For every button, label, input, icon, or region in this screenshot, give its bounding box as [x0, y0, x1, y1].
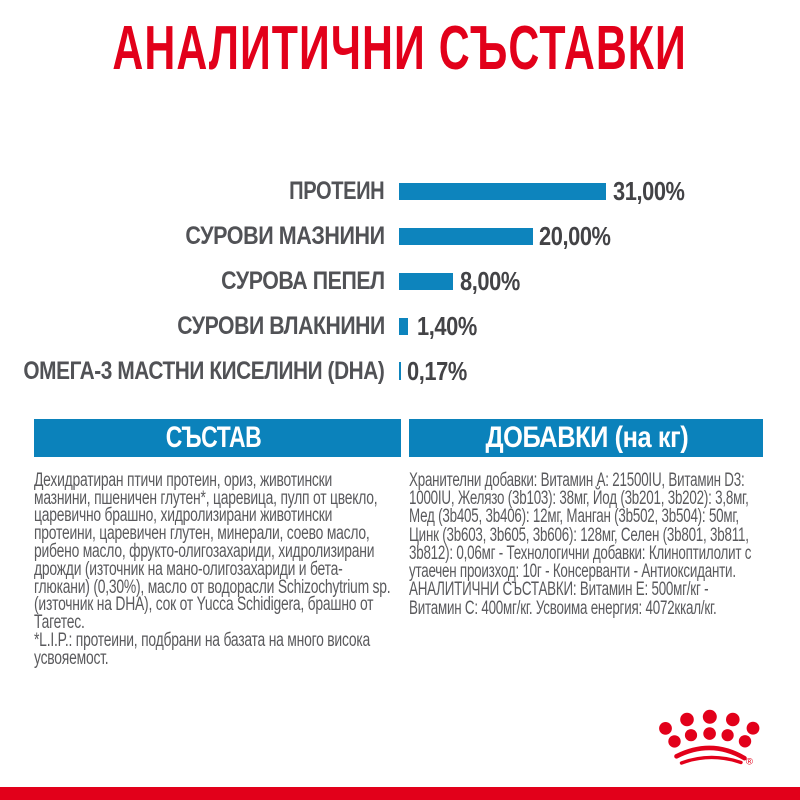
svg-text:®: ® — [746, 756, 753, 767]
